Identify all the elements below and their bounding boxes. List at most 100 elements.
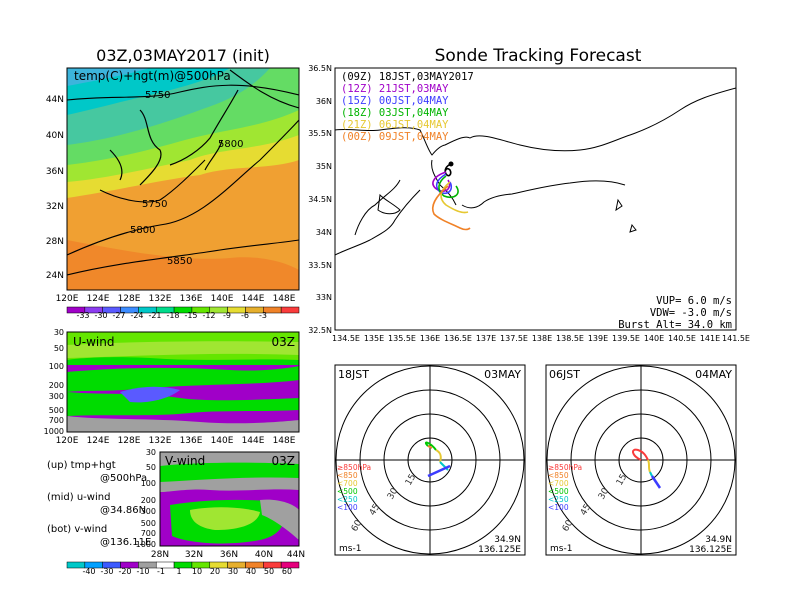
u-p-tick: 50	[54, 344, 64, 353]
u-lon-tick: 136E	[180, 436, 203, 446]
note-line: @34.86N	[100, 505, 146, 516]
wind-cbar-tick: -20	[118, 567, 131, 576]
note-line: @500hPa	[100, 473, 147, 484]
u-p-tick: 1000	[44, 427, 64, 436]
map-lon-tick: 140E	[211, 294, 234, 304]
legend-entry: (00Z) 09JST,04MAY	[341, 131, 449, 143]
note-line: @136.11E	[100, 537, 151, 548]
track-lat-tick: 35.5N	[308, 129, 332, 138]
right-title: Sonde Tracking Forecast	[435, 46, 642, 66]
hodo-time: 18JST	[338, 368, 369, 381]
hodo-date: 03MAY	[484, 368, 521, 381]
launch-point	[448, 161, 454, 167]
map-lon-tick: 128E	[118, 294, 141, 304]
v-p-tick: 1000	[136, 540, 156, 549]
hodo-time: 06JST	[549, 368, 580, 381]
track-lon-tick: 137E	[476, 334, 496, 343]
hodo-trace	[650, 475, 662, 489]
u-wind-label: U-wind	[73, 335, 114, 349]
level-legend-item: <700	[548, 479, 569, 488]
wind-cbar-tick: 40	[246, 567, 256, 576]
hodo-lon: 136.125E	[478, 545, 521, 555]
wind-colorbar	[66, 561, 300, 569]
track-lat-tick: 36N	[316, 97, 332, 106]
u-lon-tick: 124E	[87, 436, 110, 446]
level-legend-item: <500	[337, 487, 358, 496]
v-wind-time: 03Z	[272, 454, 296, 468]
u-lon-tick: 132E	[149, 436, 172, 446]
map-lon-tick: 144E	[242, 294, 265, 304]
temp-cbar-tick: -3	[259, 311, 267, 320]
contour-5800	[67, 119, 299, 256]
track-lat-tick: 34.5N	[308, 195, 332, 204]
hodo-trace	[435, 449, 442, 463]
u-p-tick: 700	[49, 416, 64, 425]
legend-entry: (12Z) 21JST,03MAY	[341, 83, 449, 95]
level-legend-item: ≥850hPa	[548, 463, 582, 472]
map-lon-tick: 136E	[180, 294, 203, 304]
contour-label: 5850	[167, 256, 192, 267]
hodo-lat: 34.9N	[494, 535, 521, 545]
v-wind-label: V-wind	[165, 454, 205, 468]
map-lat-tick: 36N	[46, 167, 64, 177]
track-lon-tick: 136.5E	[444, 334, 472, 343]
map-lat-tick: 28N	[46, 237, 64, 247]
u-lon-tick: 148E	[273, 436, 296, 446]
sonde-track-line	[438, 175, 459, 199]
hodo-date: 04MAY	[695, 368, 732, 381]
level-legend-item: <250	[548, 495, 569, 504]
wind-cbar-tick: -40	[82, 567, 95, 576]
v-lat-tick: 28N	[151, 550, 169, 560]
sonde-track-line	[444, 163, 452, 177]
v-lat-tick: 44N	[287, 550, 305, 560]
track-lon-tick: 141.5E	[722, 334, 750, 343]
hodo-unit: ms-1	[339, 544, 361, 554]
hodo-lat: 34.9N	[705, 535, 732, 545]
track-lon-tick: 134.5E	[332, 334, 360, 343]
v-lat-tick: 36N	[220, 550, 238, 560]
track-lat-tick: 33N	[316, 293, 332, 302]
map-lat-tick: 44N	[46, 95, 64, 105]
u-p-tick: 100	[49, 362, 64, 371]
legend-entry: (15Z) 00JST,04MAY	[341, 95, 449, 107]
note-line: (bot) v-wind	[47, 524, 107, 535]
legend-entry: (21Z) 06JST,04MAY	[341, 119, 449, 131]
param-text: VDW= -3.0 m/s	[650, 307, 732, 319]
track-lon-tick: 135.5E	[388, 334, 416, 343]
hodograph-left: 18JST 03MAY 15 30 45 60 ≥850hPa <850 <70…	[334, 364, 526, 556]
hodograph-right: 06JST 04MAY 15 30 45 60 ≥850hPa <850 <70…	[545, 364, 737, 556]
hodo-unit: ms-1	[550, 544, 572, 554]
track-lat-tick: 32.5N	[308, 326, 332, 335]
map-lon-tick: 120E	[56, 294, 79, 304]
level-legend-item: <100	[337, 503, 358, 512]
note-line: (up) tmp+hgt	[47, 460, 116, 471]
track-lat-tick: 36.5N	[308, 64, 332, 73]
track-lon-tick: 137.5E	[500, 334, 528, 343]
track-lon-tick: 136E	[420, 334, 440, 343]
u-lon-tick: 140E	[211, 436, 234, 446]
wind-cbar-tick: 60	[282, 567, 292, 576]
contour-label: 5800	[218, 139, 243, 150]
u-wind-panel: U-wind 03Z 30 50 100 200 300 500 700 100…	[44, 328, 300, 446]
map-lat-tick: 24N	[46, 271, 64, 281]
temp-cbar-tick: -15	[184, 311, 197, 320]
ring-label: 45	[368, 503, 382, 518]
u-lon-tick: 120E	[56, 436, 79, 446]
map-lon-tick: 148E	[273, 294, 296, 304]
temp-cbar-tick: -21	[148, 311, 161, 320]
track-lon-tick: 140E	[644, 334, 664, 343]
ring-label: 15	[404, 473, 418, 488]
temp-cbar-tick: -33	[76, 311, 89, 320]
v-p-tick: 700	[141, 529, 156, 538]
v-lat-tick: 32N	[185, 550, 203, 560]
wind-cbar-tick: -10	[136, 567, 149, 576]
temp-cbar-tick: -18	[166, 311, 179, 320]
u-lon-tick: 128E	[118, 436, 141, 446]
temp-cbar-tick: -6	[241, 311, 249, 320]
left-title: 03Z,03MAY2017 (init)	[96, 46, 270, 65]
level-legend-item: <250	[337, 495, 358, 504]
track-lon-tick: 138.5E	[556, 334, 584, 343]
track-lon-tick: 138E	[532, 334, 552, 343]
hodo-trace	[427, 464, 451, 478]
